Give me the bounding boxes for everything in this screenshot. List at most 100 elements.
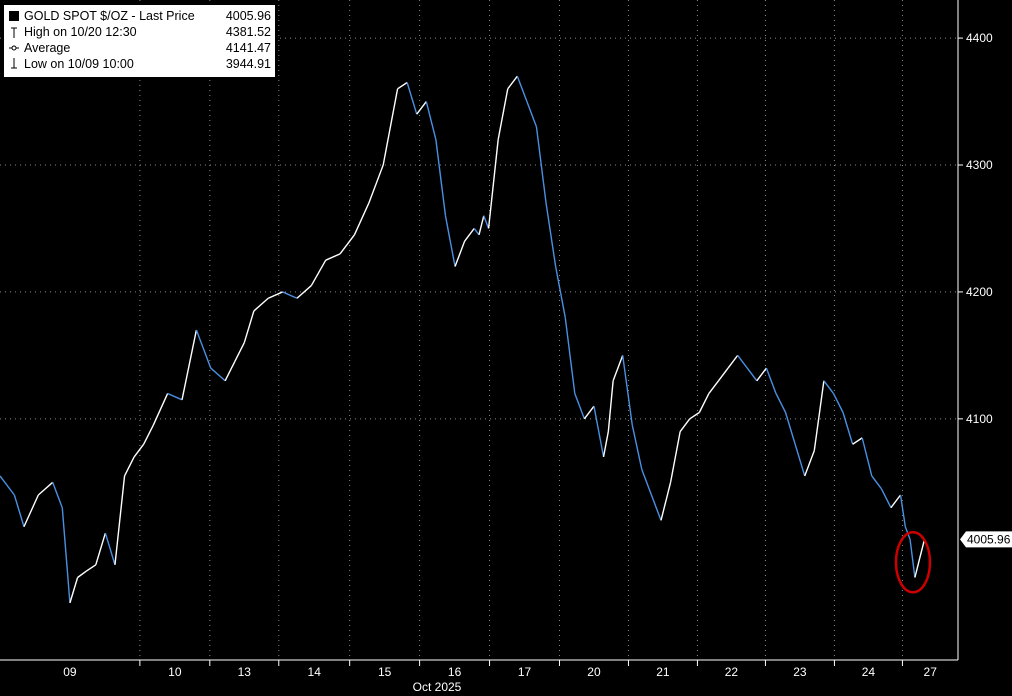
price-segment: [813, 380, 825, 451]
high-marker-icon: [9, 26, 19, 38]
legend-high-label: High on 10/20 12:30: [24, 25, 137, 39]
annotation: 4005.96: [894, 531, 1012, 594]
low-marker-icon: [9, 58, 19, 70]
price-segment: [756, 367, 767, 382]
price-segment: [444, 215, 456, 267]
price-segment: [123, 456, 135, 477]
legend-high-value: 4381.52: [225, 25, 271, 39]
x-tick-label: 13: [238, 665, 252, 679]
red-circle-annotation: [894, 531, 932, 594]
price-segment: [698, 393, 710, 413]
legend-row-average: Average 4141.47: [4, 40, 271, 56]
price-line: [0, 75, 926, 604]
legend-box: GOLD SPOT $/OZ - Last Price 4005.96 High…: [3, 4, 276, 78]
price-segment: [497, 88, 509, 140]
price-segment: [483, 215, 490, 229]
price-segment: [689, 411, 700, 420]
price-segment: [454, 240, 466, 267]
average-marker-icon: [9, 42, 19, 54]
price-segment: [104, 532, 116, 566]
price-segment: [267, 291, 283, 299]
price-segment: [607, 380, 614, 432]
price-segment: [804, 450, 815, 477]
price-segment: [823, 380, 835, 394]
price-segment: [234, 342, 245, 363]
price-segment: [416, 101, 427, 115]
price-segment: [210, 367, 226, 382]
price-segment: [631, 425, 643, 470]
price-segment: [880, 488, 892, 509]
price-segment: [535, 126, 547, 204]
price-segment: [890, 494, 902, 509]
x-tick-label: 22: [725, 665, 739, 679]
legend-row-low: Low on 10/09 10:00 3944.91: [4, 56, 271, 72]
price-segment: [602, 431, 610, 458]
price-segment: [564, 317, 576, 394]
price-segment: [282, 291, 298, 299]
price-segment: [325, 253, 341, 261]
price-segment: [545, 202, 557, 267]
price-segment: [464, 228, 475, 242]
price-segment: [717, 367, 729, 382]
price-segment: [775, 393, 787, 413]
price-segment: [612, 355, 624, 382]
x-tick-label: 09: [63, 665, 77, 679]
legend-row-high: High on 10/20 12:30 4381.52: [4, 24, 271, 40]
legend-last-price: 4005.96: [225, 9, 271, 23]
price-segment: [397, 81, 408, 90]
price-segment: [77, 570, 87, 579]
x-tick-label: 15: [378, 665, 392, 679]
price-segment: [69, 577, 79, 604]
price-segment: [727, 354, 739, 369]
price-segment: [679, 418, 691, 432]
price-segment: [641, 469, 653, 496]
price-segment: [914, 558, 921, 578]
price-segment: [353, 202, 370, 236]
price-segment: [382, 88, 399, 166]
legend-row-last: GOLD SPOT $/OZ - Last Price 4005.96: [4, 8, 271, 24]
price-segment: [852, 437, 863, 445]
price-segment: [919, 539, 926, 559]
price-segment: [909, 539, 916, 578]
price-segment: [13, 494, 25, 527]
price-segment: [253, 297, 269, 312]
y-tick-label: 4300: [966, 158, 993, 172]
price-segment: [622, 355, 633, 426]
legend-low-label: Low on 10/09 10:00: [24, 57, 134, 71]
price-segment: [339, 234, 356, 255]
price-segment: [133, 443, 145, 458]
x-tick-label: 20: [587, 665, 601, 679]
legend-title: GOLD SPOT $/OZ - Last Price: [24, 9, 195, 23]
price-segment: [708, 380, 720, 394]
price-segment: [526, 101, 538, 128]
square-icon: [9, 11, 19, 21]
price-segment: [152, 393, 169, 426]
price-segment: [784, 412, 796, 445]
price-segment: [85, 564, 97, 572]
legend-average-label: Average: [24, 41, 71, 55]
price-segment: [794, 444, 806, 477]
price-segment: [842, 412, 854, 445]
price-segment: [368, 164, 384, 204]
last-price-tag: [960, 531, 1012, 548]
price-segment: [746, 367, 758, 382]
price-segment: [832, 393, 844, 413]
x-tick-label: 16: [448, 665, 462, 679]
y-tick-label: 4100: [966, 412, 993, 426]
price-segment: [425, 101, 437, 140]
price-segment: [650, 494, 662, 521]
y-tick-label: 4400: [966, 31, 993, 45]
x-tick-label: 27: [924, 665, 938, 679]
price-segment: [765, 367, 777, 394]
price-segment: [899, 494, 907, 527]
price-segment: [478, 215, 485, 235]
price-segment: [23, 494, 39, 528]
price-segment: [669, 431, 681, 483]
price-segment: [52, 482, 63, 508]
price-segment: [143, 424, 154, 445]
tick-labels: 4100 4200 4300 4400 09 10 13 14 15 16 17 20 21 22 23 24…: [63, 31, 993, 694]
axes: [0, 0, 963, 666]
x-tick-label: 17: [518, 665, 532, 679]
